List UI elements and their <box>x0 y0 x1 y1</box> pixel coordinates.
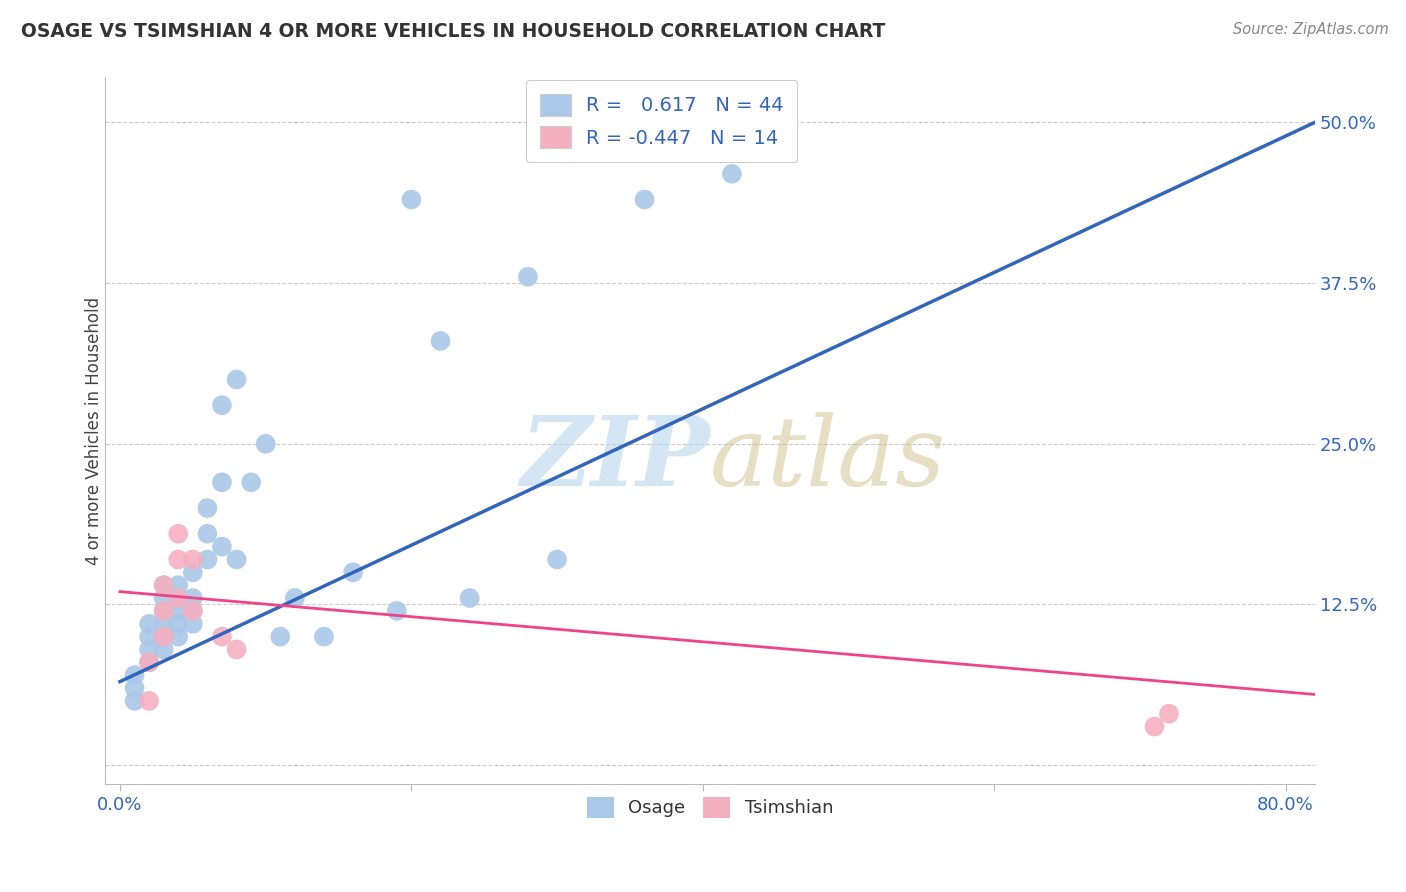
Point <box>167 604 190 618</box>
Point <box>152 578 174 592</box>
Point <box>138 694 160 708</box>
Point <box>152 616 174 631</box>
Point <box>138 656 160 670</box>
Text: atlas: atlas <box>710 412 946 507</box>
Point <box>167 591 190 605</box>
Point <box>152 630 174 644</box>
Point <box>197 526 219 541</box>
Point <box>181 552 204 566</box>
Point <box>181 566 204 580</box>
Point <box>458 591 481 605</box>
Point <box>516 269 538 284</box>
Point <box>181 591 204 605</box>
Point <box>211 475 233 490</box>
Point <box>240 475 263 490</box>
Point <box>211 540 233 554</box>
Point <box>167 526 190 541</box>
Point <box>167 630 190 644</box>
Point <box>1143 720 1166 734</box>
Point <box>124 694 146 708</box>
Text: ZIP: ZIP <box>520 412 710 507</box>
Point <box>401 193 423 207</box>
Point <box>197 501 219 516</box>
Point <box>167 591 190 605</box>
Point <box>152 630 174 644</box>
Point <box>269 630 291 644</box>
Point <box>385 604 408 618</box>
Legend: Osage, Tsimshian: Osage, Tsimshian <box>579 789 841 825</box>
Point <box>181 604 204 618</box>
Point <box>138 656 160 670</box>
Point <box>312 630 335 644</box>
Point <box>546 552 568 566</box>
Point <box>633 193 655 207</box>
Point <box>211 630 233 644</box>
Point <box>138 642 160 657</box>
Y-axis label: 4 or more Vehicles in Household: 4 or more Vehicles in Household <box>86 297 103 565</box>
Point <box>167 616 190 631</box>
Point <box>152 604 174 618</box>
Point <box>342 566 364 580</box>
Point <box>138 616 160 631</box>
Point <box>1157 706 1180 721</box>
Point <box>152 604 174 618</box>
Point <box>167 552 190 566</box>
Point <box>225 642 247 657</box>
Point <box>138 630 160 644</box>
Point <box>225 372 247 386</box>
Point <box>211 398 233 412</box>
Point <box>152 591 174 605</box>
Point <box>181 604 204 618</box>
Point <box>152 578 174 592</box>
Point <box>124 681 146 695</box>
Point <box>225 552 247 566</box>
Point <box>167 578 190 592</box>
Point <box>721 167 744 181</box>
Point <box>181 616 204 631</box>
Point <box>197 552 219 566</box>
Point <box>429 334 451 348</box>
Point <box>124 668 146 682</box>
Point <box>152 642 174 657</box>
Text: OSAGE VS TSIMSHIAN 4 OR MORE VEHICLES IN HOUSEHOLD CORRELATION CHART: OSAGE VS TSIMSHIAN 4 OR MORE VEHICLES IN… <box>21 22 886 41</box>
Text: Source: ZipAtlas.com: Source: ZipAtlas.com <box>1233 22 1389 37</box>
Point <box>254 437 277 451</box>
Point <box>284 591 307 605</box>
